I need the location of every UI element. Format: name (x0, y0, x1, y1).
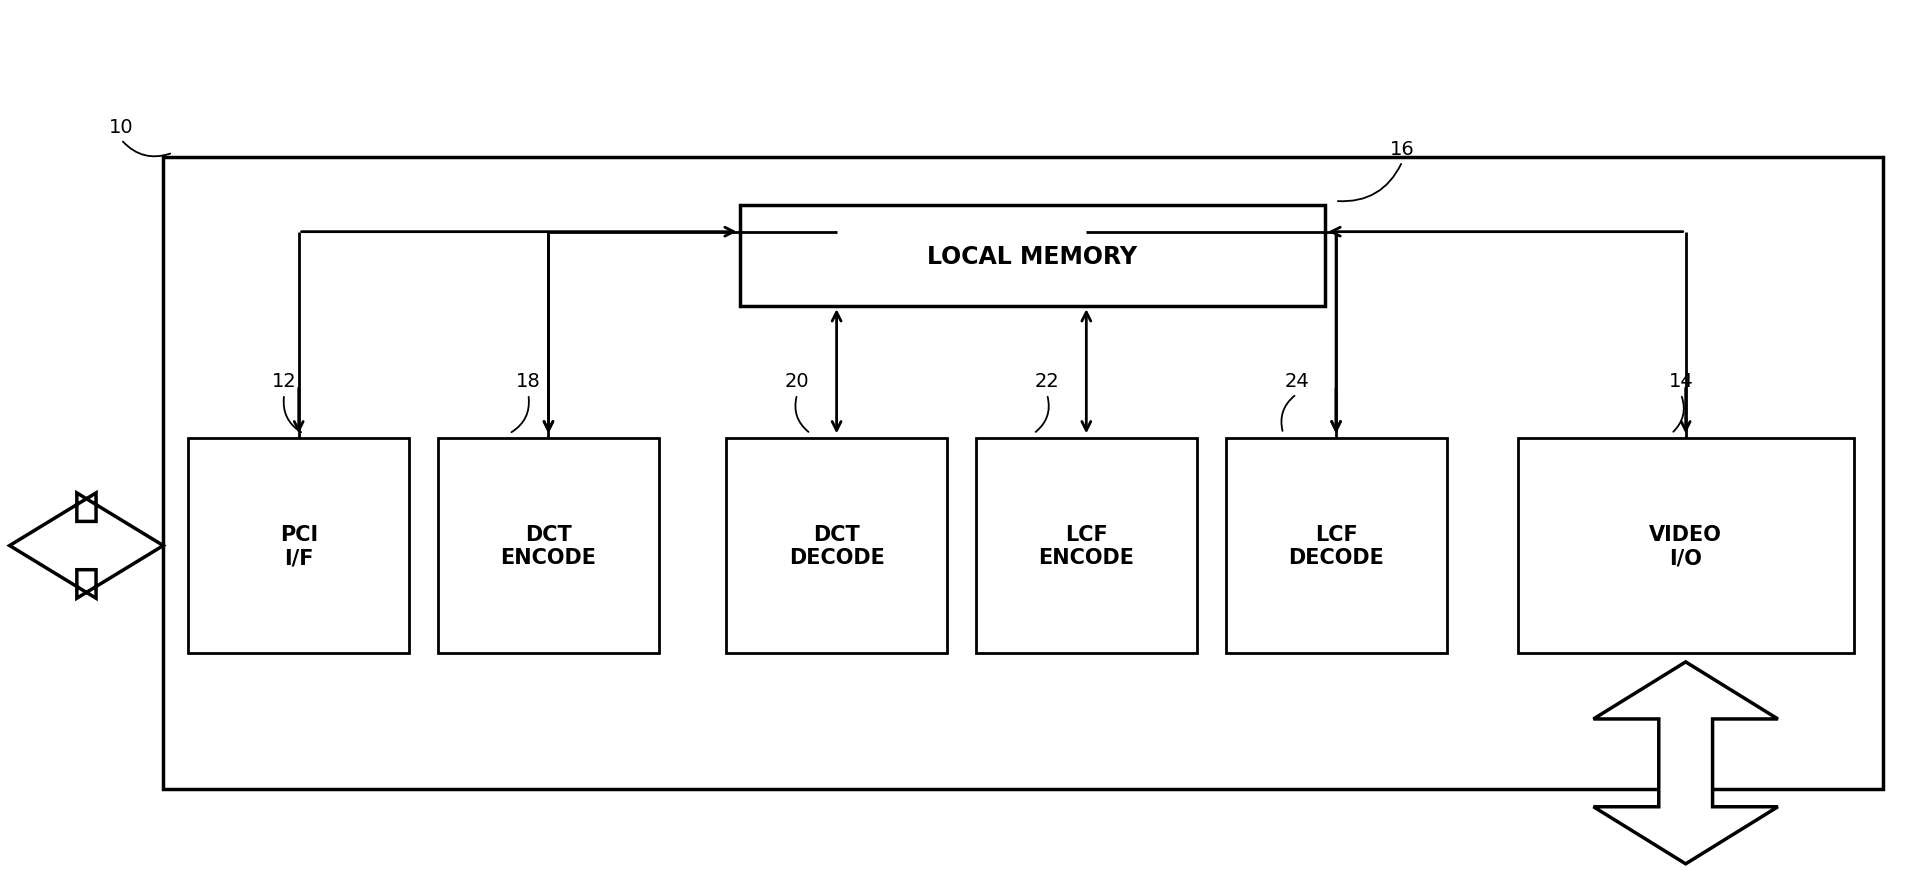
Bar (188, 438, 409, 653)
Text: 14: 14 (1669, 372, 1692, 391)
Text: 20: 20 (786, 372, 809, 391)
Bar (976, 438, 1197, 653)
Text: 12: 12 (273, 372, 296, 391)
Text: 18: 18 (517, 372, 540, 391)
Text: LCF
ENCODE: LCF ENCODE (1039, 524, 1133, 567)
Text: DCT
DECODE: DCT DECODE (790, 524, 884, 567)
Text: 10: 10 (109, 118, 133, 137)
Text: VIDEO
I/O: VIDEO I/O (1650, 524, 1721, 567)
Bar (163, 158, 1883, 789)
Text: DCT
ENCODE: DCT ENCODE (501, 524, 596, 567)
Text: LOCAL MEMORY: LOCAL MEMORY (928, 245, 1137, 268)
Bar (1226, 438, 1447, 653)
Bar (1518, 438, 1854, 653)
Polygon shape (1593, 662, 1779, 864)
Text: 24: 24 (1285, 372, 1308, 391)
Text: PCI
I/F: PCI I/F (280, 524, 317, 567)
Polygon shape (10, 493, 163, 598)
Text: 16: 16 (1391, 139, 1414, 159)
Bar (740, 206, 1325, 307)
Text: LCF
DECODE: LCF DECODE (1289, 524, 1383, 567)
Text: 22: 22 (1035, 372, 1058, 391)
Bar (726, 438, 947, 653)
Bar (438, 438, 659, 653)
